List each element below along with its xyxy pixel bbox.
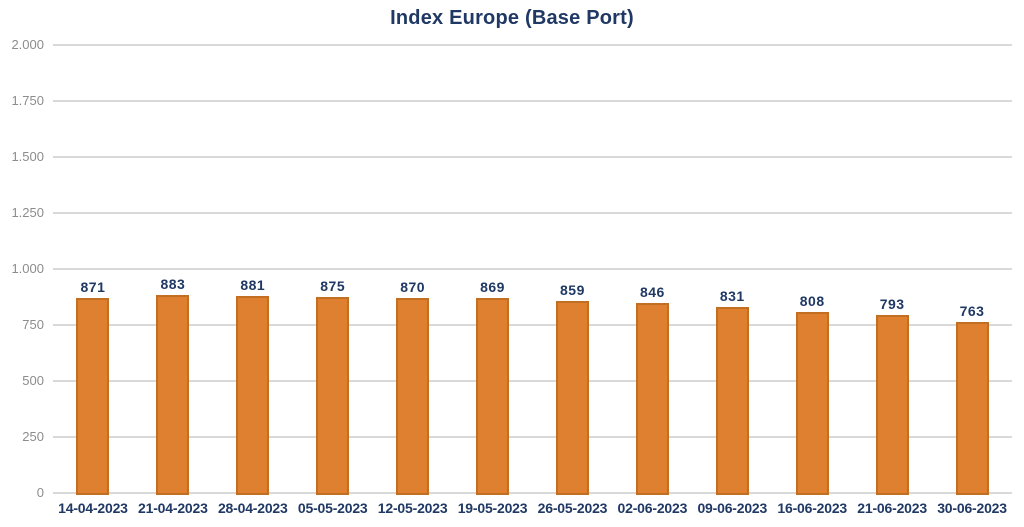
x-axis-tick-label: 26-05-2023 xyxy=(537,500,608,516)
y-axis-tick-label: 1.000 xyxy=(11,261,44,276)
x-axis-tick-label: 02-06-2023 xyxy=(617,500,688,516)
bar xyxy=(236,295,270,495)
bar xyxy=(555,300,589,495)
gridline xyxy=(53,436,1012,438)
bar xyxy=(635,303,669,495)
bar xyxy=(715,306,749,495)
bar xyxy=(955,322,989,495)
y-axis-tick-label: 1.750 xyxy=(11,93,44,108)
x-axis-tick-label: 21-04-2023 xyxy=(138,500,208,516)
x-axis-tick-label: 09-06-2023 xyxy=(697,500,768,516)
bar-value-label: 831 xyxy=(719,287,745,304)
y-axis-tick-label: 1.250 xyxy=(11,205,44,220)
bar-value-label: 883 xyxy=(160,276,186,293)
x-axis-tick-label: 28-04-2023 xyxy=(217,500,288,516)
bar xyxy=(316,297,350,495)
x-axis-tick-label: 05-05-2023 xyxy=(297,500,368,516)
gridline xyxy=(53,44,1012,46)
gridline xyxy=(53,100,1012,102)
bar xyxy=(795,312,829,495)
bar-value-label: 875 xyxy=(320,278,346,294)
y-axis-tick-label: 1.500 xyxy=(11,149,44,164)
chart-title: Index Europe (Base Port) xyxy=(390,7,634,29)
bar-value-label: 869 xyxy=(480,279,505,296)
y-axis-tick-label: 0 xyxy=(36,485,44,500)
gridline xyxy=(53,268,1012,270)
x-axis-tick-label: 21-06-2023 xyxy=(857,500,927,516)
y-axis-tick-label: 2.000 xyxy=(11,37,44,52)
y-axis-tick-label: 250 xyxy=(22,429,44,444)
bar xyxy=(476,298,510,495)
bar xyxy=(156,295,190,495)
bar-value-label: 859 xyxy=(560,281,585,298)
x-axis-tick-label: 16-06-2023 xyxy=(777,500,848,516)
bar xyxy=(875,315,909,495)
x-axis-tick-label: 12-05-2023 xyxy=(377,500,448,516)
bar-value-label: 808 xyxy=(799,293,825,309)
gridline xyxy=(53,380,1012,382)
x-axis-tick-label: 14-04-2023 xyxy=(58,500,128,516)
x-axis-tick-label: 19-05-2023 xyxy=(457,500,528,516)
gridline xyxy=(53,324,1012,326)
gridline xyxy=(53,492,1012,494)
bar-value-label: 881 xyxy=(240,276,266,293)
bar-value-label: 871 xyxy=(80,278,106,295)
bar xyxy=(76,297,110,495)
bar xyxy=(396,298,430,495)
gridline xyxy=(53,212,1012,214)
bar-value-label: 793 xyxy=(879,296,905,313)
bar-value-label: 846 xyxy=(639,284,665,301)
bar-value-label: 763 xyxy=(959,303,985,320)
gridline xyxy=(53,156,1012,158)
y-axis-tick-label: 750 xyxy=(22,317,44,332)
bar-value-label: 870 xyxy=(400,279,426,296)
y-axis-tick-label: 500 xyxy=(22,373,44,388)
x-axis-tick-label: 30-06-2023 xyxy=(937,500,1007,516)
